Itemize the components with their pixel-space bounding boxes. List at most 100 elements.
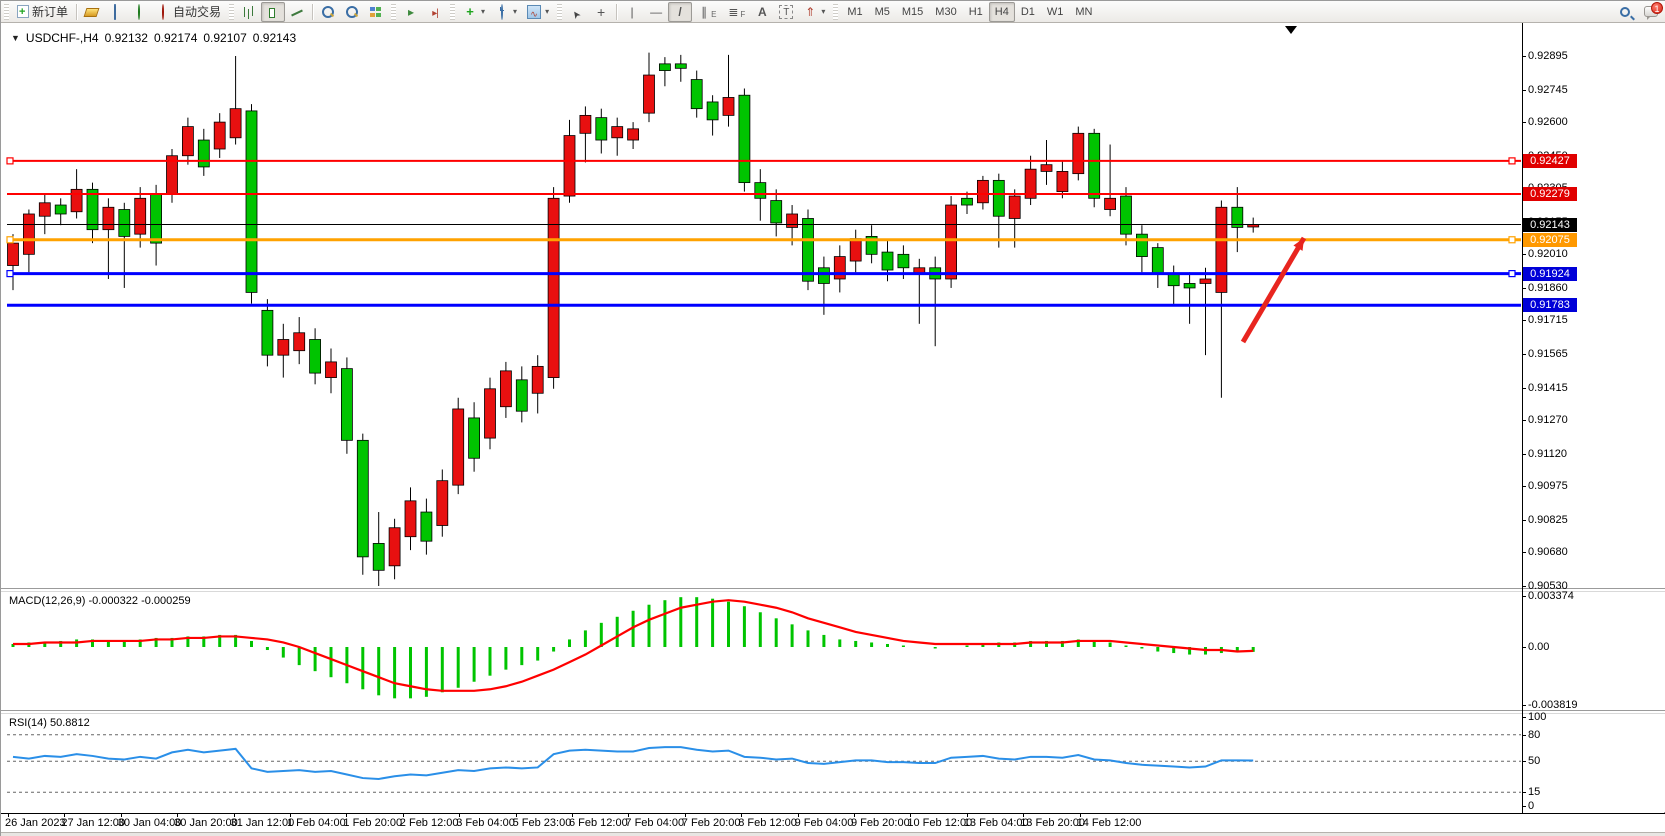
time-axis-tickmark bbox=[1079, 814, 1081, 817]
time-axis-label: 1 Feb 20:00 bbox=[343, 817, 403, 829]
time-axis-tickmark bbox=[910, 814, 912, 817]
price-axis-tick: 0.92600 bbox=[1528, 116, 1568, 129]
crosshair-icon bbox=[594, 5, 608, 19]
symbol-dropdown-icon[interactable]: ▼ bbox=[11, 33, 20, 43]
time-axis-tickmark bbox=[684, 814, 686, 817]
ohlc-high: 0.92174 bbox=[153, 31, 198, 45]
chevron-down-icon: ▾ bbox=[481, 7, 486, 16]
price-axis-tickmark bbox=[1522, 486, 1526, 488]
tile-windows-button[interactable] bbox=[364, 2, 388, 22]
cursor-button[interactable] bbox=[565, 2, 589, 22]
rsi-axis-tick: 50 bbox=[1528, 755, 1541, 768]
price-label-0.92143: 0.92143 bbox=[1523, 217, 1577, 232]
time-axis-tickmark bbox=[8, 814, 9, 817]
rsi-indicator-label: RSI(14) 50.8812 bbox=[9, 717, 90, 729]
rsi-axis-tick: 100 bbox=[1528, 711, 1547, 723]
price-axis-tick: 0.92010 bbox=[1528, 248, 1568, 261]
trendline-button[interactable] bbox=[668, 1, 693, 22]
rsi-axis-tickmark bbox=[1522, 717, 1526, 718]
rsi-axis-tick: 0 bbox=[1528, 799, 1535, 812]
clock-icon bbox=[501, 3, 504, 20]
chart-shift-button[interactable] bbox=[423, 2, 447, 22]
cursor-icon bbox=[570, 5, 584, 19]
chevron-down-icon: ▾ bbox=[821, 7, 826, 16]
macd-axis-tickmark bbox=[1522, 704, 1526, 706]
timeframe-h1[interactable]: H1 bbox=[968, 5, 983, 18]
time-axis-label: 14 Feb 12:00 bbox=[1076, 817, 1142, 829]
time-axis-label: 1 Feb 04:00 bbox=[287, 817, 346, 829]
macd-pane[interactable] bbox=[1, 592, 1665, 710]
template-icon bbox=[527, 4, 542, 19]
toolbar-grip bbox=[4, 3, 9, 20]
time-axis-tickmark bbox=[966, 814, 968, 817]
price-axis-tick: 0.90530 bbox=[1528, 580, 1568, 592]
timeframe-m5[interactable]: M5 bbox=[874, 5, 890, 18]
main-chart-pane[interactable] bbox=[1, 23, 1665, 588]
zoom-in-button[interactable] bbox=[316, 2, 340, 22]
text-button[interactable]: A bbox=[750, 2, 774, 22]
timeframe-bar: M1 M5 M15 M30 H1 H4 D1 W1 MN bbox=[841, 1, 1098, 22]
price-axis-tick: 0.91715 bbox=[1528, 314, 1568, 327]
time-axis[interactable] bbox=[1, 814, 1665, 832]
text-label-button[interactable]: T bbox=[774, 2, 798, 22]
timeframe-w1[interactable]: W1 bbox=[1046, 5, 1064, 18]
price-axis-tick: 0.90975 bbox=[1528, 480, 1568, 493]
price-axis-tickmark bbox=[1522, 89, 1526, 91]
new-order-label: 新订单 bbox=[32, 5, 69, 19]
candle-chart-button[interactable] bbox=[261, 1, 286, 22]
time-axis-border bbox=[1, 813, 1665, 814]
rsi-axis-tickmark bbox=[1522, 761, 1526, 763]
fibonacci-button[interactable]: F bbox=[721, 2, 750, 22]
arrows-button[interactable]: ▾ bbox=[798, 2, 830, 22]
macd-axis-tick: 0.003374 bbox=[1528, 590, 1574, 603]
indicators-button[interactable]: ▾ bbox=[458, 2, 490, 22]
zoom-out-button[interactable] bbox=[340, 2, 364, 22]
rsi-axis-tickmark bbox=[1522, 734, 1526, 736]
data-feed-button[interactable] bbox=[127, 2, 151, 22]
time-axis-tickmark bbox=[797, 814, 799, 817]
market-watch-button[interactable] bbox=[80, 2, 103, 22]
navigator-button[interactable] bbox=[103, 2, 127, 22]
horizontal-line-button[interactable] bbox=[644, 2, 668, 22]
time-axis-tickmark bbox=[854, 814, 855, 817]
periods-button[interactable]: ▾ bbox=[490, 2, 522, 22]
bar-chart-button[interactable] bbox=[237, 2, 261, 22]
ohlc-close: 0.92143 bbox=[252, 31, 297, 45]
templates-button[interactable]: ▾ bbox=[522, 2, 554, 22]
timeframe-m30[interactable]: M30 bbox=[935, 5, 957, 18]
time-axis-label: 26 Jan 2023 bbox=[5, 817, 66, 829]
timeframe-d1[interactable]: D1 bbox=[1020, 5, 1035, 18]
price-axis-tickmark bbox=[1522, 586, 1526, 587]
rsi-pane[interactable] bbox=[1, 714, 1665, 812]
price-axis-tickmark bbox=[1522, 453, 1526, 455]
pane-divider[interactable] bbox=[1, 588, 1665, 592]
candle-chart-icon bbox=[266, 4, 280, 19]
time-axis-tickmark bbox=[290, 814, 291, 817]
search-icon[interactable] bbox=[1620, 6, 1630, 17]
auto-scroll-button[interactable] bbox=[399, 2, 423, 22]
time-axis-tickmark bbox=[177, 814, 179, 817]
timeframe-h4[interactable]: H4 bbox=[988, 1, 1015, 22]
channel-letter: E bbox=[711, 10, 717, 19]
zoom-out-icon bbox=[345, 5, 359, 19]
new-order-button[interactable]: 新订单 bbox=[12, 2, 73, 22]
line-chart-button[interactable] bbox=[285, 2, 309, 22]
timeframe-m1[interactable]: M1 bbox=[847, 5, 863, 18]
toolbar: 新订单 自动交易 ▾ ▾ ▾ E F A T ▾ bbox=[1, 1, 1665, 23]
vertical-line-icon bbox=[625, 5, 639, 19]
price-axis-tick: 0.90825 bbox=[1528, 513, 1568, 526]
autotrading-button[interactable]: 自动交易 bbox=[151, 2, 226, 22]
time-axis-label: 7 Feb 20:00 bbox=[681, 817, 741, 829]
timeframe-m15[interactable]: M15 bbox=[901, 5, 924, 18]
notification-bubble-icon[interactable]: 1 bbox=[1644, 2, 1663, 20]
crosshair-button[interactable] bbox=[589, 2, 613, 22]
price-axis-border bbox=[1522, 23, 1523, 814]
fibonacci-icon bbox=[726, 5, 740, 19]
vertical-line-button[interactable] bbox=[620, 2, 644, 22]
pane-divider[interactable] bbox=[1, 710, 1665, 714]
price-axis-tick: 0.92895 bbox=[1528, 50, 1568, 62]
person-icon bbox=[114, 3, 117, 20]
equidistant-channel-button[interactable]: E bbox=[692, 2, 721, 22]
timeframe-mn[interactable]: MN bbox=[1075, 5, 1093, 18]
